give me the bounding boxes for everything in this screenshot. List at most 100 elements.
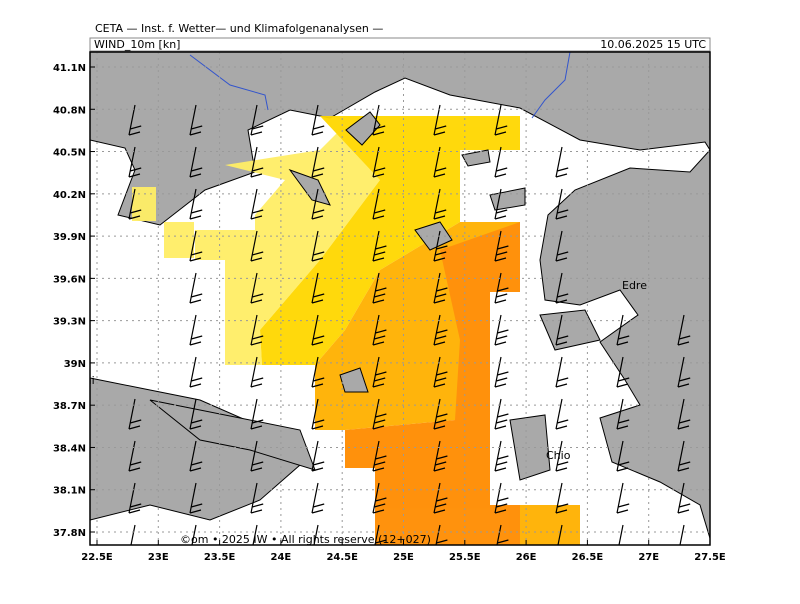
wind-barb xyxy=(250,272,264,304)
lon-label: 26.5E xyxy=(572,552,604,563)
wind-barb xyxy=(616,440,630,472)
lat-label: 39.6N xyxy=(53,274,86,285)
island xyxy=(345,111,381,146)
lon-label: 23E xyxy=(148,552,169,563)
wind-barb xyxy=(433,482,448,514)
wind-barb xyxy=(250,482,264,514)
wind-barb xyxy=(433,104,447,136)
wind-barb xyxy=(250,146,264,178)
wind-barb xyxy=(128,104,142,136)
wind-barb xyxy=(494,440,509,472)
lat-label: 38.1N xyxy=(53,486,86,497)
wind-barb xyxy=(311,146,325,178)
river xyxy=(189,52,571,119)
lat-label: 38.7N xyxy=(53,401,86,412)
wind-barb xyxy=(555,356,569,388)
wind-barb xyxy=(555,314,569,346)
wind-barb xyxy=(311,314,325,346)
lat-label: 39.9N xyxy=(53,232,86,243)
lat-label: 38.4N xyxy=(53,443,86,454)
lat-label: 37.8N xyxy=(53,528,86,539)
lon-label: 25E xyxy=(393,552,414,563)
wind-barb xyxy=(557,524,563,545)
wind-barb xyxy=(494,356,509,388)
lat-label: 40.5N xyxy=(53,148,86,159)
lat-label: 39.3N xyxy=(53,317,86,328)
wind-barb xyxy=(250,440,264,472)
wind-barb xyxy=(555,188,569,220)
wind-speed-shading xyxy=(132,116,580,545)
wind-barb xyxy=(372,440,387,472)
wind-barb xyxy=(372,356,387,388)
wind-barb xyxy=(311,440,325,472)
wind-barb xyxy=(250,188,264,220)
lon-label: 26E xyxy=(516,552,537,563)
place-label: Chio xyxy=(546,449,571,462)
island xyxy=(539,309,601,351)
wind-barb xyxy=(372,104,386,136)
wind-barb xyxy=(616,314,630,346)
wind-barb xyxy=(433,440,448,472)
lat-label: 40.8N xyxy=(53,105,86,116)
wind-barb xyxy=(250,314,264,346)
wind-barb xyxy=(189,146,203,178)
wind-barbs xyxy=(128,104,691,545)
wind-barb xyxy=(616,356,630,388)
wind-barb xyxy=(250,398,264,430)
wind-barb xyxy=(311,104,325,136)
shade-dark xyxy=(345,222,520,545)
wind-barb xyxy=(372,230,387,262)
wind-barb xyxy=(616,482,630,514)
wind-barb xyxy=(252,524,258,545)
wind-barb xyxy=(128,440,142,472)
wind-barb xyxy=(189,440,203,472)
wind-barb xyxy=(311,356,325,388)
wind-barb xyxy=(189,272,203,304)
wind-barb xyxy=(250,356,264,388)
shade-cell xyxy=(520,505,580,545)
wind-barb xyxy=(311,398,325,430)
shade-light xyxy=(195,116,380,365)
lon-label: 27E xyxy=(638,552,659,563)
wind-barb xyxy=(494,314,509,346)
wind-barb xyxy=(189,314,203,346)
wind-barb xyxy=(313,524,319,545)
wind-barb xyxy=(433,314,448,346)
wind-barb xyxy=(372,398,387,430)
wind-barb xyxy=(555,440,569,472)
wind-barb xyxy=(372,482,387,514)
island xyxy=(461,149,491,167)
lon-label: 25.5E xyxy=(449,552,481,563)
wind-barb xyxy=(311,272,325,304)
shade-cell xyxy=(132,187,156,221)
wind-barb xyxy=(677,440,691,472)
wind-barb xyxy=(311,482,325,514)
wind-barb xyxy=(494,398,509,430)
map-area: Lami Edre Chio ©om • 2025 IW • All right… xyxy=(90,52,710,546)
wind-barb xyxy=(677,356,691,388)
wind-barb xyxy=(372,314,387,346)
wind-barb xyxy=(616,398,630,430)
wind-barb xyxy=(372,272,387,304)
shade-yellow xyxy=(260,116,520,365)
wind-barb xyxy=(555,482,569,514)
wind-barb xyxy=(618,524,624,545)
wind-barb xyxy=(555,146,569,178)
wind-barb xyxy=(189,104,203,136)
wind-barb xyxy=(189,230,203,262)
wind-barb xyxy=(496,524,509,545)
wind-barb xyxy=(130,524,136,545)
lon-label: 23.5E xyxy=(204,552,236,563)
lon-label: 24.5E xyxy=(326,552,358,563)
wind-barb xyxy=(677,398,691,430)
lon-label: 22.5E xyxy=(81,552,113,563)
lon-label: 27.5E xyxy=(694,552,726,563)
wind-barb xyxy=(433,356,448,388)
wind-barb xyxy=(679,524,685,545)
map-frame xyxy=(89,51,711,546)
copyright: ©om • 2025 IW • All rights reserve (12+0… xyxy=(180,533,431,546)
graticule xyxy=(90,52,710,545)
wind-barb xyxy=(433,398,448,430)
wind-barb xyxy=(191,524,197,545)
